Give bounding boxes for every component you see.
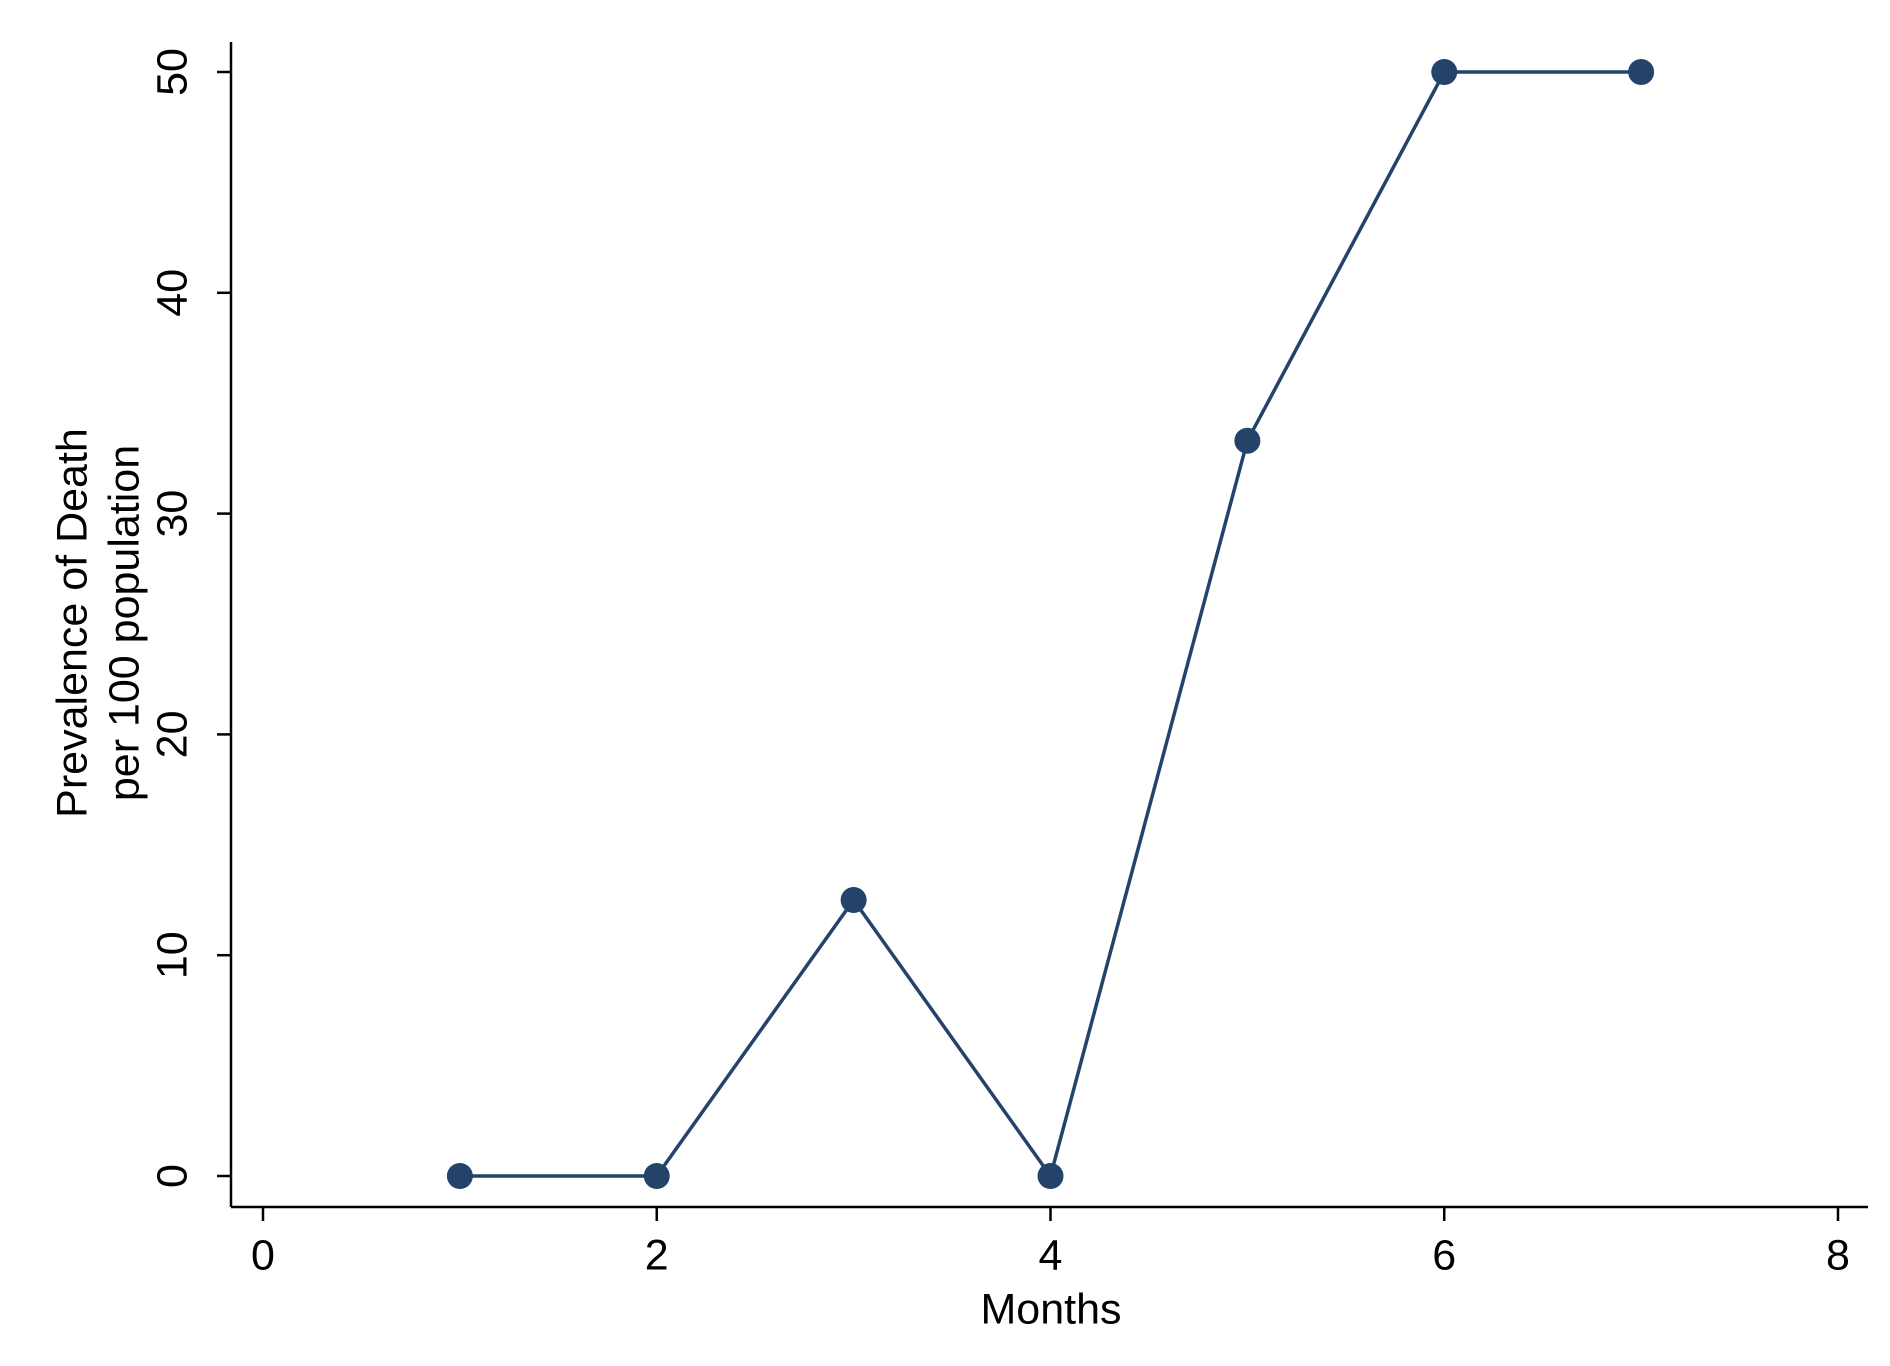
x-tick-label: 0 bbox=[251, 1231, 275, 1279]
x-tick-label: 4 bbox=[1039, 1231, 1063, 1279]
y-tick-label: 30 bbox=[148, 490, 196, 538]
point-marker bbox=[1234, 427, 1261, 454]
x-tick-label: 2 bbox=[645, 1231, 669, 1279]
y-tick-label: 10 bbox=[148, 931, 196, 979]
point-marker bbox=[446, 1163, 473, 1189]
point-marker bbox=[840, 887, 867, 913]
point-marker bbox=[1037, 1163, 1064, 1189]
series-line bbox=[459, 70, 1642, 1181]
y-tick-label: 0 bbox=[148, 1164, 196, 1188]
x-tick-label: 8 bbox=[1826, 1231, 1850, 1279]
y-axis-title: Prevalence of Death bbox=[48, 428, 96, 818]
y-tick-label: 40 bbox=[148, 269, 196, 317]
y-tick-label: 50 bbox=[148, 48, 196, 96]
x-axis-title: Months bbox=[980, 1285, 1121, 1333]
point-marker bbox=[1431, 59, 1458, 85]
point-marker bbox=[643, 1163, 670, 1189]
y-axis-title: per 100 population bbox=[100, 445, 148, 801]
y-tick-label: 20 bbox=[148, 710, 196, 758]
point-marker bbox=[1628, 59, 1655, 85]
x-tick-label: 6 bbox=[1432, 1231, 1456, 1279]
